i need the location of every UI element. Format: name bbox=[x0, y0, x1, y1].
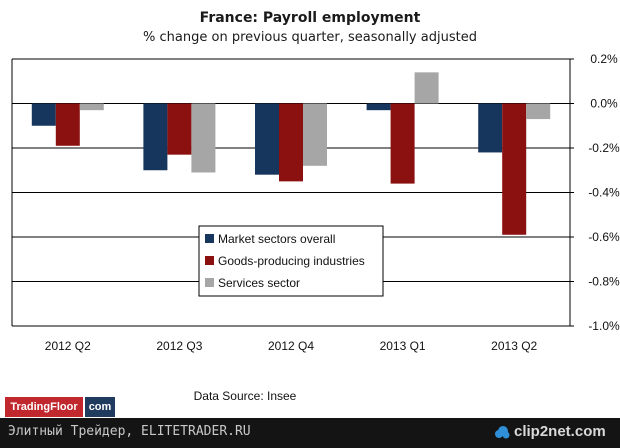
bar bbox=[167, 103, 192, 155]
bar bbox=[55, 103, 80, 146]
legend-box bbox=[198, 225, 384, 297]
legend-label: Goods-producing industries bbox=[218, 254, 365, 268]
bar bbox=[143, 103, 168, 171]
bar bbox=[478, 103, 503, 153]
tradingfloor-logo: TradingFloor com bbox=[5, 397, 115, 417]
bar bbox=[414, 72, 439, 104]
x-tick-label: 2013 Q2 bbox=[491, 339, 537, 353]
legend: Market sectors overall Goods-producing in… bbox=[198, 225, 384, 297]
y-tick-label: 0.0% bbox=[590, 97, 618, 111]
legend-swatch bbox=[205, 278, 214, 287]
legend-swatch bbox=[205, 256, 214, 265]
bar bbox=[79, 103, 104, 111]
y-tick-label: -0.8% bbox=[588, 275, 620, 289]
bar bbox=[31, 103, 56, 126]
y-tick-label: -0.4% bbox=[588, 186, 620, 200]
footer-bar: Элитный Трейдер, ELITETRADER.RU clip2net… bbox=[0, 418, 620, 448]
legend-label: Services sector bbox=[218, 276, 300, 290]
chart-title: France: Payroll employment bbox=[199, 10, 421, 26]
y-tick-label: 0.2% bbox=[590, 52, 618, 66]
x-tick-label: 2012 Q3 bbox=[156, 339, 202, 353]
legend-swatch bbox=[205, 234, 214, 243]
cloud-icon bbox=[495, 426, 510, 439]
axes: 0.2% 0.0% -0.2% -0.4% -0.6% -0.8% -1.0% 2012 Q2… bbox=[11, 52, 620, 353]
footer-caption: Элитный Трейдер, ELITETRADER.RU bbox=[8, 424, 251, 439]
y-tick-label: -0.6% bbox=[588, 230, 620, 244]
bar bbox=[255, 103, 279, 175]
logo-main-text: TradingFloor bbox=[5, 397, 83, 417]
bar bbox=[366, 103, 391, 111]
clip2net-text: clip2net.com bbox=[514, 423, 606, 440]
bar bbox=[191, 103, 216, 173]
x-tick-label: 2012 Q2 bbox=[45, 339, 91, 353]
bar bbox=[303, 103, 327, 166]
bar bbox=[526, 103, 551, 120]
bars bbox=[31, 72, 551, 235]
bar bbox=[279, 103, 303, 182]
y-tick-label: -1.0% bbox=[588, 319, 620, 333]
y-tick-label: -0.2% bbox=[588, 141, 620, 155]
logo-suffix-text: com bbox=[85, 397, 115, 417]
x-tick-label: 2012 Q4 bbox=[268, 339, 314, 353]
bar bbox=[502, 103, 527, 235]
x-tick-label: 2013 Q1 bbox=[380, 339, 426, 353]
clip2net-brand[interactable]: clip2net.com bbox=[494, 420, 616, 446]
chart-subtitle: % change on previous quarter, seasonally… bbox=[143, 30, 477, 45]
data-source-note: Data Source: Insee bbox=[193, 389, 297, 403]
bar bbox=[390, 103, 415, 184]
legend-label: Market sectors overall bbox=[218, 232, 335, 246]
